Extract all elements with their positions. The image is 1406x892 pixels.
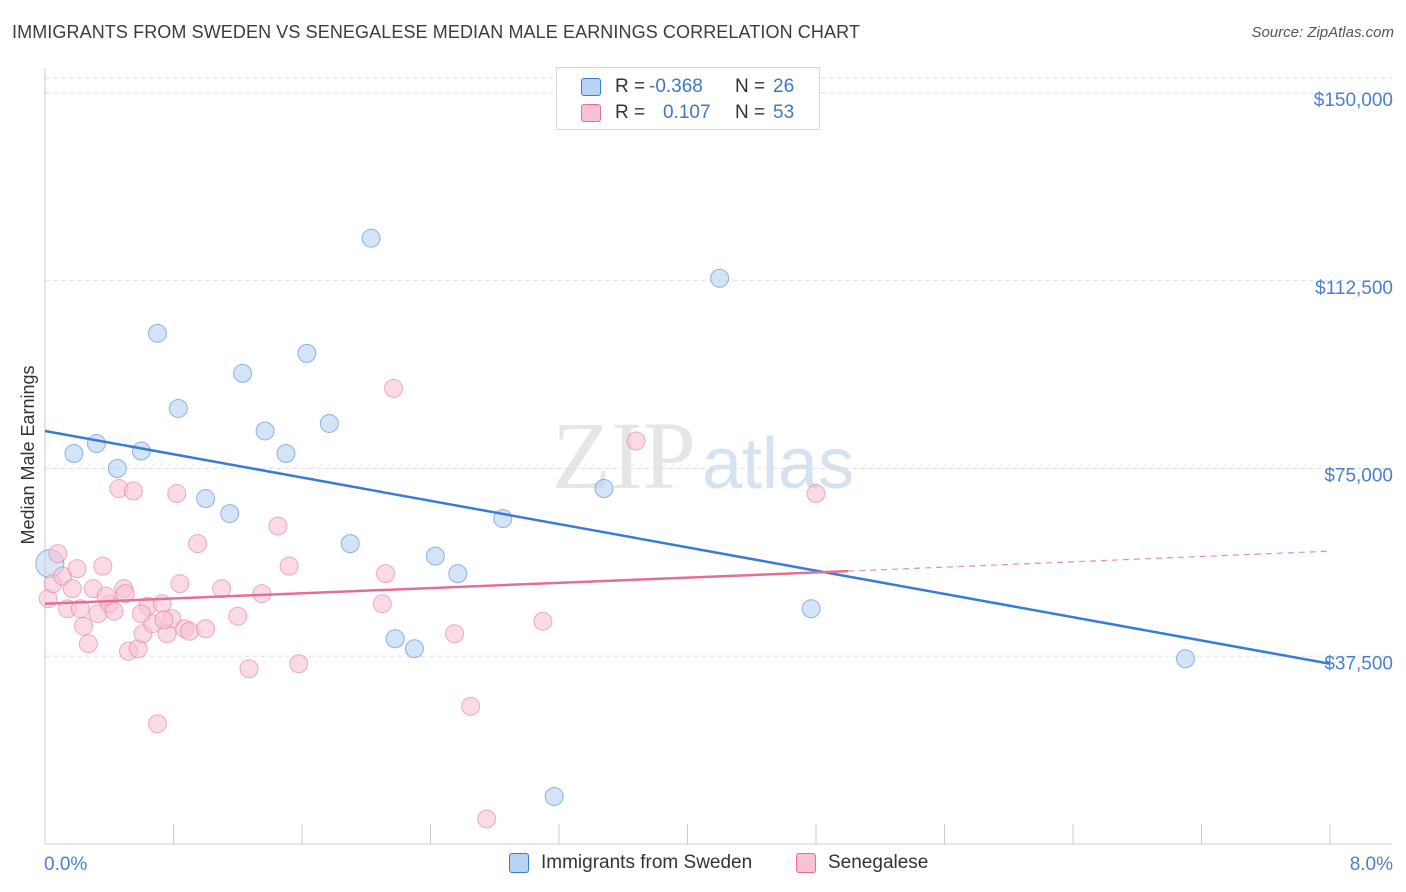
legend-swatch-senegalese (581, 104, 601, 122)
legend-n-label: N = (735, 102, 766, 123)
sweden-point (594, 479, 614, 499)
watermark: ZIPatlas (552, 400, 854, 511)
sweden-point (801, 599, 821, 619)
senegalese-point (104, 601, 124, 621)
senegalese-point (239, 659, 259, 679)
sweden-point (196, 489, 216, 509)
sweden-point (448, 564, 468, 584)
watermark-atlas: atlas (702, 424, 855, 504)
senegalese-point (167, 484, 187, 504)
sweden-point (319, 413, 339, 433)
senegalese-point (78, 634, 98, 654)
senegalese-point (48, 544, 68, 564)
senegalese-point (376, 564, 396, 584)
legend-r-value: -0.368 (649, 76, 703, 97)
senegalese-point (477, 809, 497, 829)
legend-swatch-sweden (581, 78, 601, 96)
senegalese-point (372, 594, 392, 614)
sweden-point (233, 363, 253, 383)
senegalese-point (67, 559, 87, 579)
senegalese-point (289, 654, 309, 674)
legend-r-label: R = (615, 76, 646, 97)
bottom-legend-swatch-sweden (509, 853, 529, 873)
senegalese-point (180, 621, 200, 641)
sweden-point (361, 228, 381, 248)
senegalese-point (74, 616, 94, 636)
senegalese-point (533, 611, 553, 631)
x-tick-label: 0.0% (44, 854, 87, 875)
source-label: Source: ZipAtlas.com (1251, 24, 1394, 41)
y-tick-label: $37,500 (1324, 653, 1393, 674)
sweden-point (168, 398, 188, 418)
sweden-point (147, 323, 167, 343)
senegalese-point (445, 624, 465, 644)
sweden-point (131, 441, 151, 461)
senegalese-point (62, 579, 82, 599)
senegalese-point (626, 431, 646, 451)
bottom-legend-label: Immigrants from Sweden (541, 852, 753, 873)
senegalese-point (115, 584, 135, 604)
senegalese-point (279, 556, 299, 576)
senegalese-point (188, 534, 208, 554)
x-tick-label: 8.0% (1350, 854, 1393, 875)
senegalese-point (154, 610, 174, 630)
senegalese-point (268, 516, 288, 536)
senegalese-point (70, 599, 90, 619)
sweden-point (86, 433, 106, 453)
senegalese-point (147, 714, 167, 734)
senegalese-point (228, 606, 248, 626)
y-tick-label: $150,000 (1314, 90, 1393, 111)
sweden-point (425, 546, 445, 566)
y-tick-label: $112,500 (1315, 278, 1393, 299)
y-axis-title: Median Male Earnings (18, 365, 38, 544)
legend-n-value: 26 (773, 76, 795, 97)
senegalese-point (123, 481, 143, 501)
senegalese-point (384, 378, 404, 398)
senegalese-point (93, 556, 113, 576)
legend-n-value: 53 (773, 102, 795, 123)
sweden-point (385, 629, 405, 649)
sweden-trend-line (44, 429, 1331, 665)
stats-legend: R = -0.368 N = 26 R = 0.107 N = 53 (556, 67, 820, 130)
sweden-point (297, 343, 317, 363)
senegalese-trend-line (44, 569, 849, 605)
legend-n-label: N = (735, 76, 766, 97)
bottom-legend-label: Senegalese (828, 852, 929, 873)
senegalese-point (461, 696, 481, 716)
sweden-point (64, 443, 84, 463)
legend-r-label: R = (615, 102, 646, 123)
sweden-point (220, 504, 240, 524)
sweden-point (276, 443, 296, 463)
sweden-point (710, 268, 730, 288)
sweden-point (340, 534, 360, 554)
senegalese-trend-extension (848, 550, 1331, 572)
senegalese-point (806, 484, 826, 504)
sweden-point (544, 786, 564, 806)
senegalese-point (196, 619, 216, 639)
bottom-legend-swatch-senegalese (796, 853, 816, 873)
sweden-point (1175, 649, 1195, 669)
watermark-zip: ZIP (552, 402, 696, 509)
sweden-point (107, 459, 127, 479)
senegalese-point (212, 579, 232, 599)
chart-title: IMMIGRANTS FROM SWEDEN VS SENEGALESE MED… (12, 22, 860, 42)
y-tick-label: $75,000 (1324, 466, 1393, 487)
senegalese-point (170, 574, 190, 594)
sweden-point (404, 639, 424, 659)
senegalese-point (131, 604, 151, 624)
legend-r-value: 0.107 (663, 102, 711, 123)
sweden-point (255, 421, 275, 441)
